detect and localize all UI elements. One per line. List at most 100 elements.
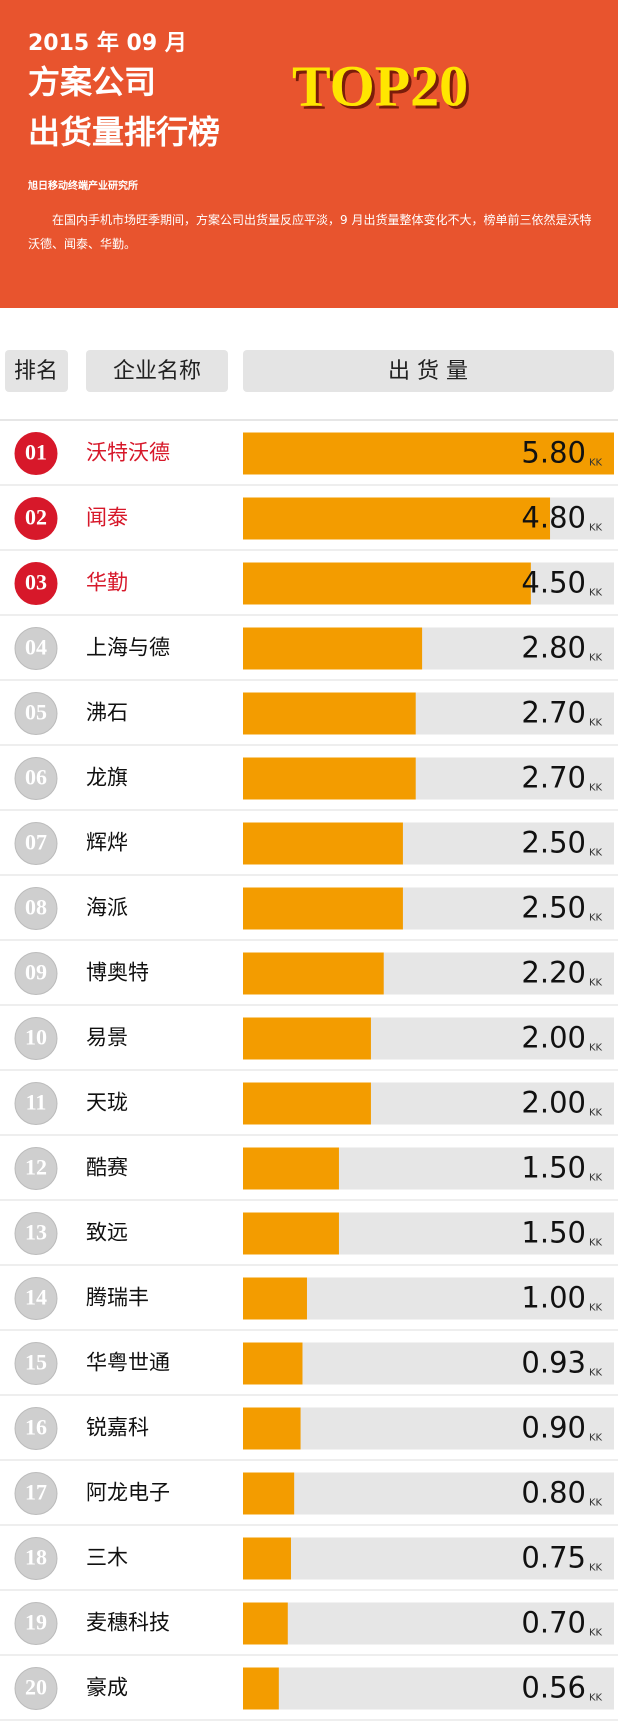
company-name: 闻泰 — [86, 506, 128, 530]
rank-badge — [14, 497, 58, 540]
rank: 09 — [25, 960, 47, 985]
company-name: 沸石 — [86, 701, 128, 725]
value-label: 1.00 — [521, 1281, 586, 1315]
value-label: 0.56 — [521, 1671, 586, 1705]
title-line1: 方案公司 — [28, 63, 156, 101]
company-name: 锐嘉科 — [86, 1416, 149, 1440]
company-name: 龙旗 — [86, 766, 128, 790]
value-label: 0.70 — [521, 1606, 586, 1640]
bar — [243, 1212, 339, 1255]
column-header-bg — [243, 350, 614, 392]
rank-badge — [14, 1342, 58, 1385]
unit-label: KK — [589, 783, 603, 794]
rank: 16 — [25, 1415, 47, 1440]
value-label: 0.90 — [521, 1411, 586, 1445]
unit-label: KK — [589, 1498, 603, 1509]
company-name: 博奥特 — [86, 961, 149, 985]
rank-badge — [14, 1017, 58, 1060]
value-label: 2.00 — [521, 1086, 586, 1120]
value-label: 2.80 — [521, 631, 586, 665]
rank-badge — [14, 952, 58, 995]
unit-label: KK — [589, 913, 603, 924]
bar — [243, 1407, 301, 1450]
value-label: 0.75 — [521, 1541, 586, 1575]
value-label: 4.50 — [521, 566, 586, 600]
rank: 06 — [25, 765, 47, 790]
bar-track — [243, 1667, 614, 1710]
unit-label: KK — [589, 1043, 603, 1054]
bar — [243, 1147, 339, 1190]
unit-label: KK — [589, 653, 603, 664]
unit-label: KK — [589, 1563, 603, 1574]
company-name: 酷赛 — [86, 1156, 128, 1180]
rank-badge — [14, 627, 58, 670]
unit-label: KK — [589, 848, 603, 859]
bar — [243, 1667, 279, 1710]
unit-label: KK — [589, 978, 603, 989]
header-bg — [0, 0, 618, 308]
column-header-bg — [5, 350, 68, 392]
unit-label: KK — [589, 1433, 603, 1444]
unit-label: KK — [589, 588, 603, 599]
bar-track — [243, 1342, 614, 1385]
bar-track — [243, 1602, 614, 1645]
title-line2: 出货量排行榜 — [28, 113, 220, 151]
value-label: 0.80 — [521, 1476, 586, 1510]
rank-badge — [14, 887, 58, 930]
date: 2015 年 09 月 — [28, 30, 187, 56]
company-name: 海派 — [86, 896, 128, 920]
rank: 05 — [25, 700, 47, 725]
unit-label: KK — [589, 523, 603, 534]
company-name: 上海与德 — [86, 636, 170, 660]
rank-badge — [14, 1472, 58, 1515]
company-name: 天珑 — [86, 1091, 128, 1115]
rank: 01 — [25, 440, 47, 465]
bar — [243, 887, 403, 930]
rank: 12 — [25, 1155, 47, 1180]
bar — [243, 1602, 288, 1645]
badge: TOP20 — [292, 53, 468, 118]
column-header: 出 货 量 — [388, 359, 468, 384]
rank-badge — [14, 1537, 58, 1580]
rank: 15 — [25, 1350, 47, 1375]
company-name: 华勤 — [86, 571, 128, 595]
rank: 02 — [25, 505, 47, 530]
column-header: 企业名称 — [113, 359, 201, 384]
unit-label: KK — [589, 1628, 603, 1639]
rank: 10 — [25, 1025, 47, 1050]
rank: 11 — [26, 1090, 47, 1115]
company-name: 豪成 — [86, 1676, 128, 1700]
value-label: 2.50 — [521, 891, 586, 925]
company-name: 致远 — [86, 1221, 128, 1245]
description: 在国内手机市场旺季期间，方案公司出货量反应平淡，9 月出货量整体变化不大，榜单前… — [28, 213, 592, 251]
value-label: 0.93 — [521, 1346, 586, 1380]
value-label: 2.70 — [521, 761, 586, 795]
rank: 17 — [25, 1480, 47, 1505]
bar — [243, 1537, 291, 1580]
unit-label: KK — [589, 718, 603, 729]
rank: 18 — [25, 1545, 47, 1570]
rank: 20 — [25, 1675, 47, 1700]
bar — [243, 1472, 295, 1515]
rank: 04 — [25, 635, 47, 660]
bar-track — [243, 1407, 614, 1450]
rank-badge — [14, 1407, 58, 1450]
rank: 08 — [25, 895, 47, 920]
rank-badge — [14, 562, 58, 605]
value-label: 2.70 — [521, 696, 586, 730]
bar — [243, 952, 384, 995]
rank-badge — [14, 757, 58, 800]
bar — [243, 822, 403, 865]
rank: 19 — [25, 1610, 47, 1635]
value-label: 2.20 — [521, 956, 586, 990]
bar-track — [243, 1537, 614, 1580]
rank-badge — [14, 692, 58, 735]
unit-label: KK — [589, 458, 603, 469]
company-name: 华粤世通 — [86, 1351, 170, 1375]
company-name: 腾瑞丰 — [86, 1286, 149, 1310]
bar — [243, 692, 416, 735]
bar — [243, 497, 551, 540]
rank-badge — [14, 432, 58, 475]
